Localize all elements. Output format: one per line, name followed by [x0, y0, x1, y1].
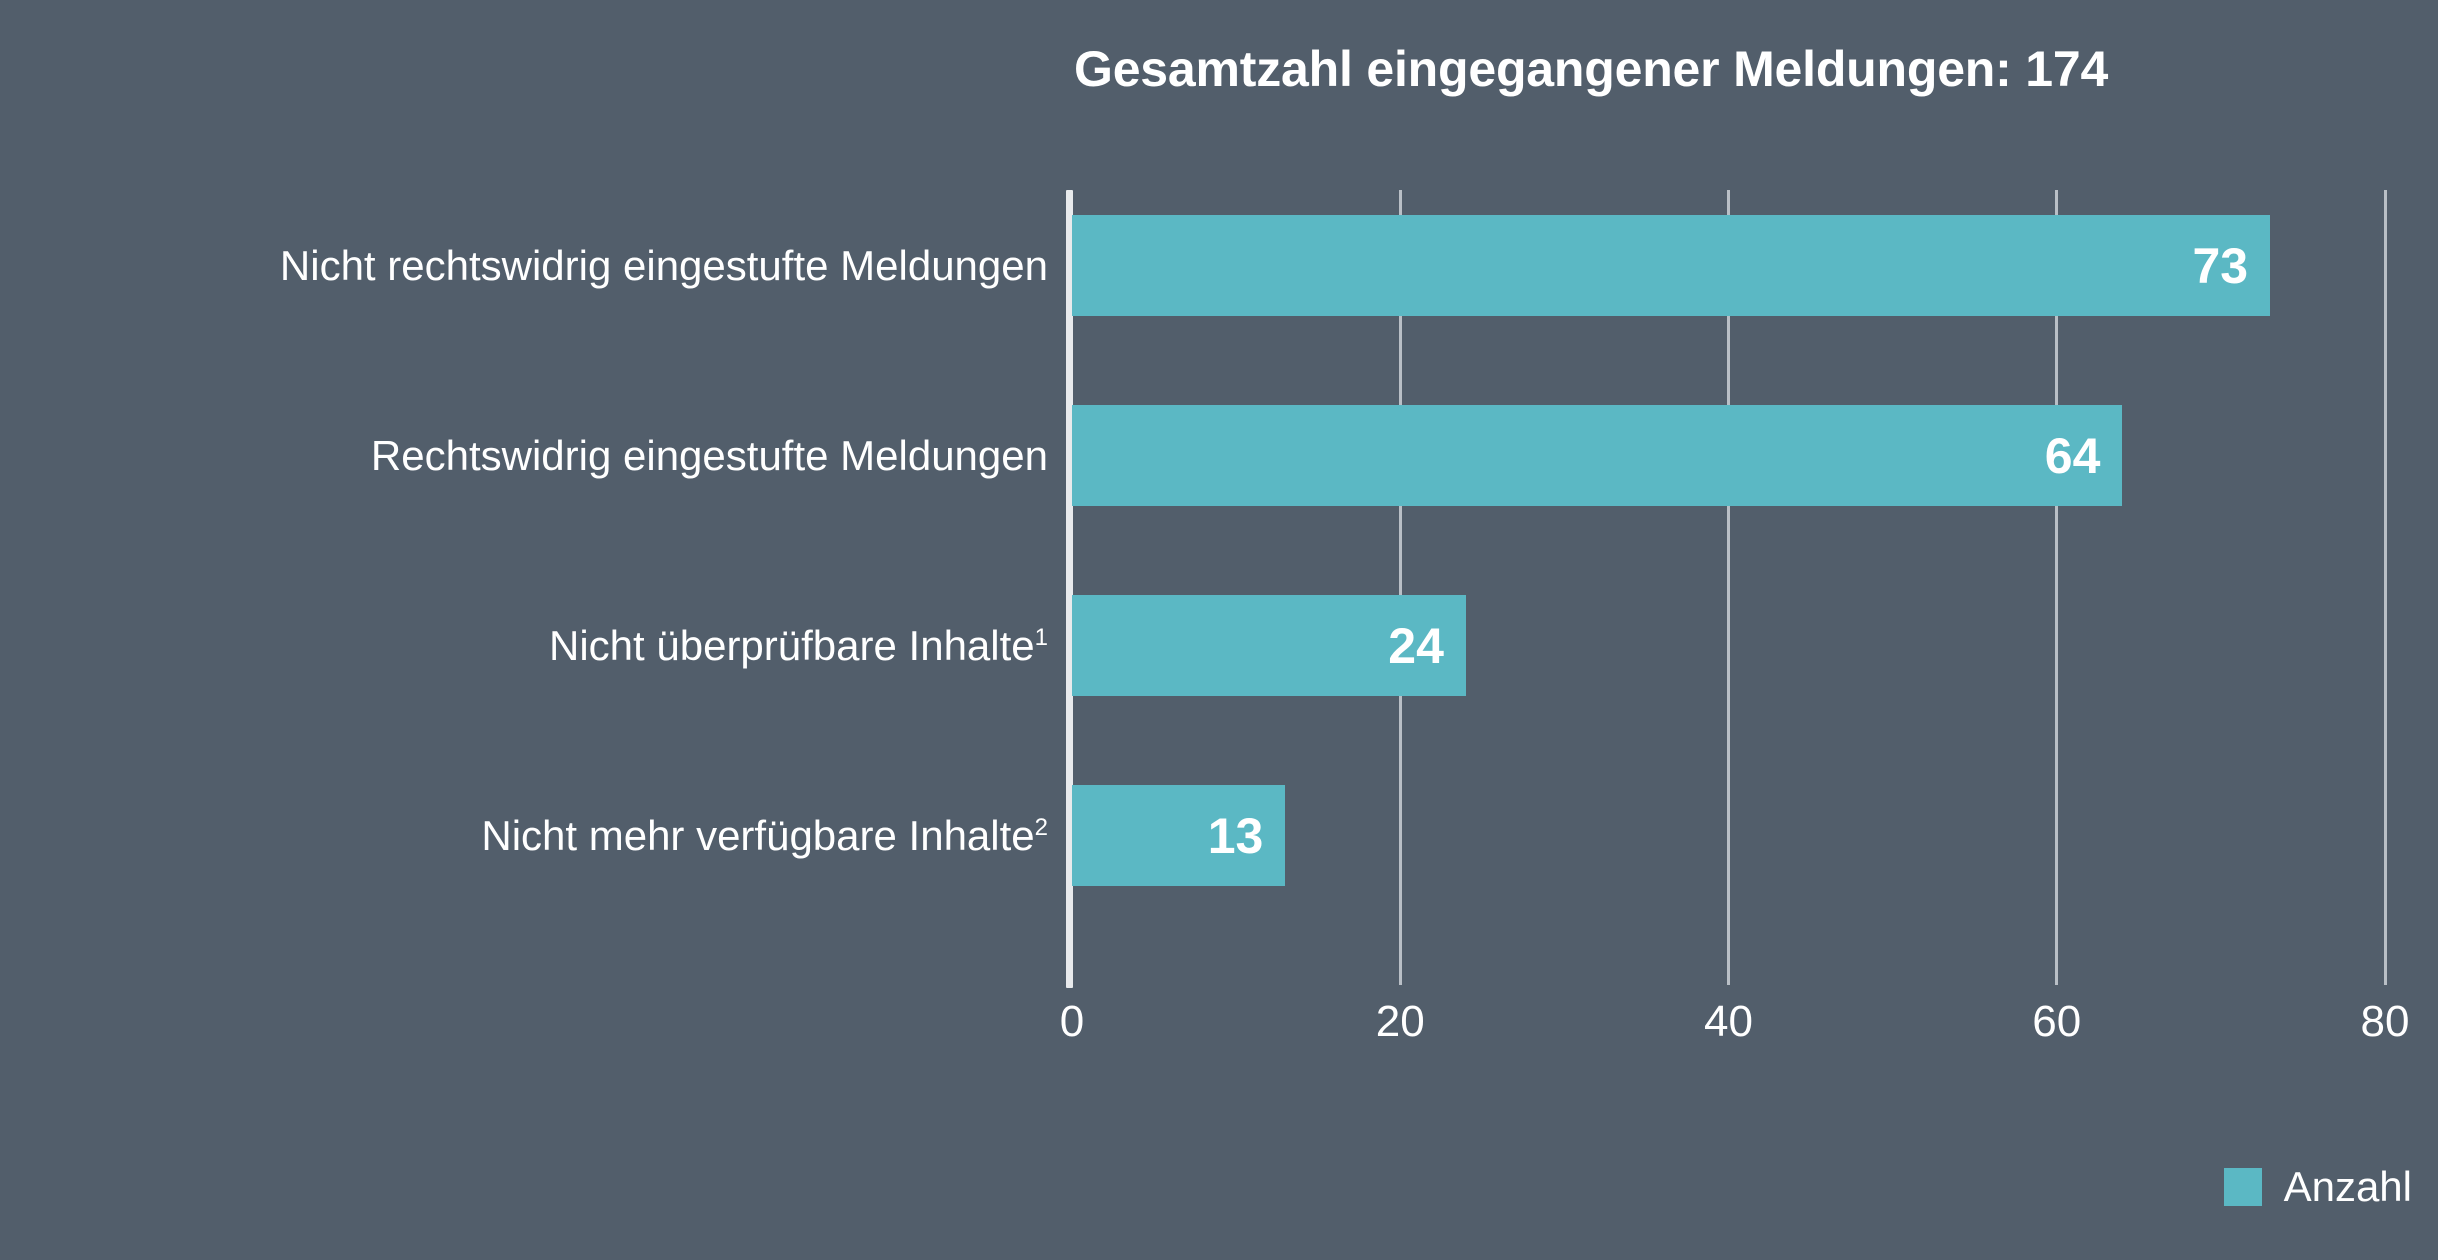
- plot-area: 73 64 24 13: [1072, 190, 2387, 985]
- category-label-3: Nicht überprüfbare Inhalte1: [549, 621, 1048, 669]
- category-label-footnote-marker: 2: [1034, 813, 1048, 841]
- bar-4[interactable]: 13: [1072, 785, 1286, 886]
- bar-value-label: 73: [2192, 237, 2249, 294]
- legend-swatch-anzahl: [2223, 1168, 2262, 1206]
- gridline-40: [1727, 190, 1730, 985]
- category-label-text: Nicht mehr verfügbare Inhalte: [481, 811, 1035, 859]
- bar-row: 73: [1072, 215, 2385, 316]
- category-label-1: Nicht rechtswidrig eingestufte Meldungen: [279, 241, 1048, 289]
- gridline-20: [1398, 190, 1402, 985]
- category-label-footnote-marker: 1: [1034, 623, 1048, 651]
- bar-value-label: 24: [1388, 617, 1444, 674]
- bar-1[interactable]: 73: [1072, 215, 2271, 316]
- category-label-text: Nicht rechtswidrig eingestufte Meldungen: [279, 241, 1048, 289]
- x-tick-label-20: 20: [1375, 997, 1425, 1046]
- bar-2[interactable]: 64: [1072, 405, 2123, 506]
- chart-legend: Anzahl: [2223, 1163, 2412, 1210]
- bar-row: 64: [1072, 405, 2385, 506]
- y-axis-line: [1066, 190, 1073, 988]
- category-label-2: Rechtswidrig eingestufte Meldungen: [370, 431, 1048, 479]
- x-tick-label-60: 60: [2032, 997, 2082, 1046]
- bar-value-label: 64: [2044, 427, 2101, 484]
- category-label-text: Rechtswidrig eingestufte Meldungen: [370, 431, 1048, 479]
- category-label-text: Nicht überprüfbare Inhalte: [549, 621, 1035, 669]
- gridline-60: [2055, 190, 2059, 985]
- legend-label-anzahl: Anzahl: [2283, 1163, 2412, 1210]
- x-tick-label-80: 80: [2360, 997, 2410, 1046]
- gridline-80: [2383, 190, 2387, 985]
- x-tick-label-0: 0: [1059, 997, 1085, 1046]
- bar-3[interactable]: 24: [1072, 595, 1466, 696]
- bar-row: 13: [1072, 785, 2385, 886]
- category-label-4: Nicht mehr verfügbare Inhalte2: [481, 811, 1048, 859]
- bar-row: 24: [1072, 595, 2385, 696]
- chart-title: Gesamtzahl eingegangener Meldungen: 174: [1074, 41, 2109, 97]
- x-tick-label-40: 40: [1704, 997, 1753, 1046]
- bar-value-label: 13: [1207, 807, 1264, 864]
